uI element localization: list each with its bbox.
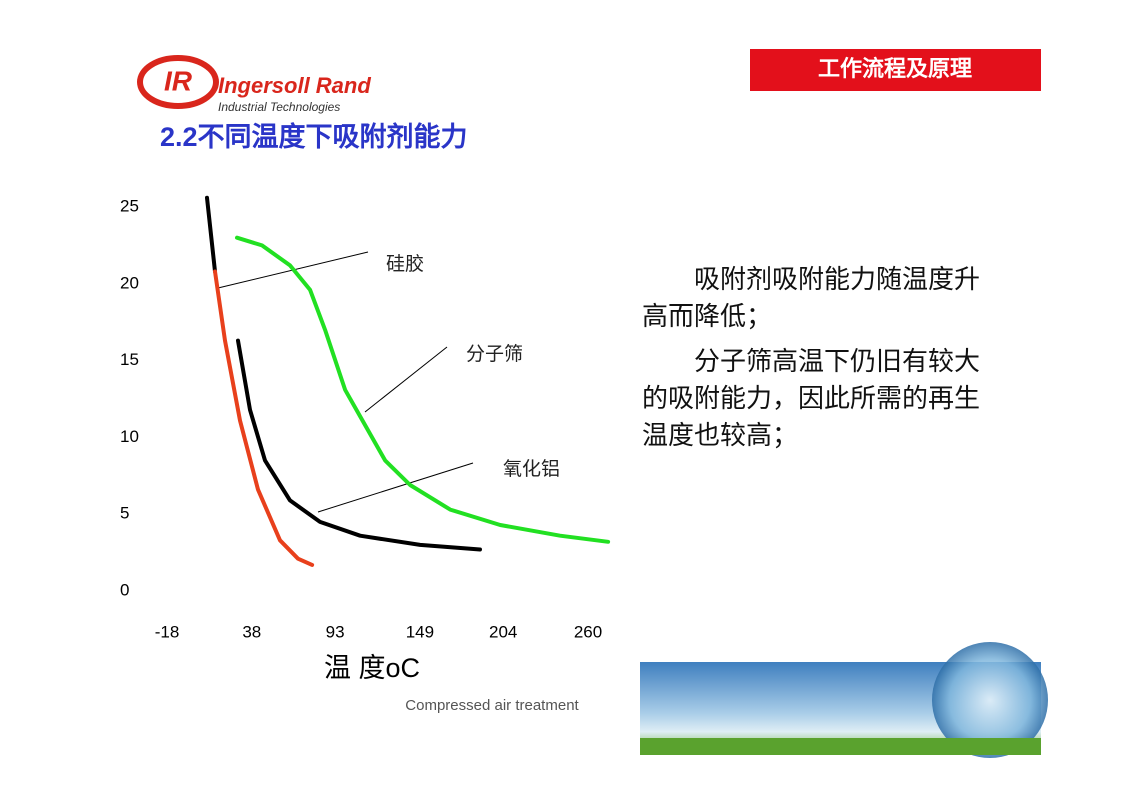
y-tick-label: 0 [120,580,129,599]
y-tick-label: 25 [120,196,139,215]
x-tick-label: 149 [406,622,434,641]
data-line [236,338,482,552]
data-line [235,235,611,544]
x-tick-label: 204 [489,622,517,641]
x-axis-label: 温 度oC [324,653,420,683]
logo-ir: IR [164,65,193,96]
paragraph: 吸附剂吸附能力随温度升高而降低； [642,265,981,332]
text-block: 吸附剂吸附能力随温度升高而降低； 分子筛高温下仍旧有较大的吸附能力，因此所需的再… [642,262,1002,463]
y-tick-label: 15 [120,350,139,369]
data-line [213,269,315,567]
header-box [750,49,1041,91]
section-title: 工作流程及原理 [818,56,972,81]
globe-image [932,642,1048,758]
x-tick-label: -18 [155,622,180,641]
leader-line [317,462,474,513]
curve-label: 氧化铝 [503,458,560,480]
y-tick-label: 20 [120,273,139,292]
y-tick-label: 5 [120,504,129,523]
grass [640,738,1041,755]
curve-label: 分子筛 [466,343,523,365]
logo-mark [137,55,219,109]
curve-label: 硅胶 [386,253,424,275]
x-tick-label: 38 [242,622,261,641]
footer-text: Compressed air treatment [405,697,579,714]
leader-line [364,346,448,413]
x-tick-label: 93 [326,622,345,641]
x-tick-label: 260 [574,622,602,641]
paragraph: 分子筛高温下仍旧有较大的吸附能力，因此所需的再生温度也较高； [642,347,981,451]
y-tick-label: 10 [120,427,139,446]
data-line [205,195,217,274]
logo-brand: Ingersoll Rand [218,73,371,98]
logo-sub: Industrial Technologies [218,100,340,114]
slide-title: 2.2不同温度下吸附剂能力 [160,121,468,152]
